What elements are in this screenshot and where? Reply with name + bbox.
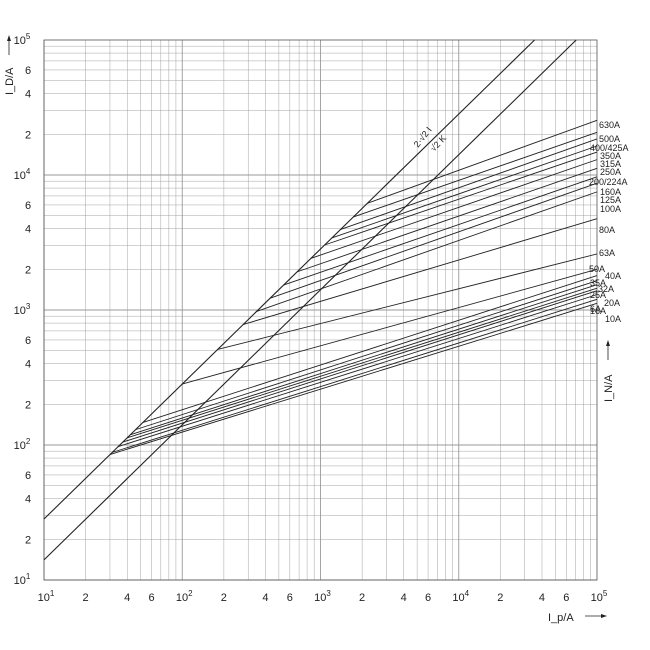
grid — [43, 40, 597, 581]
reference-line-0 — [43, 39, 535, 520]
series-line-160a — [283, 176, 598, 286]
curve-label: 200/224A — [589, 177, 628, 187]
reference-lines — [43, 39, 577, 561]
x-tick-label: 6 — [149, 592, 155, 604]
right-axis-arrow — [606, 340, 610, 360]
x-tick-label: 4 — [401, 592, 407, 604]
series-line-63a — [217, 253, 598, 350]
y-axis-label-text: I_D/A — [4, 67, 16, 95]
x-tick-label: 4 — [539, 592, 545, 604]
curve-label: 6A — [590, 304, 601, 314]
y-tick-label: 4 — [25, 359, 31, 371]
x-tick-label: 2 — [497, 592, 503, 604]
series-line-35a — [135, 280, 598, 431]
series-line-350a — [331, 145, 598, 239]
curve-label: 40A — [605, 271, 621, 281]
x-tick-label: 105 — [591, 589, 608, 604]
x-tick-label: 102 — [176, 589, 193, 604]
series-line-100a — [256, 191, 598, 312]
curve-labels: 630A 500A400/425A350A315A250A200/224A160A… — [589, 120, 629, 324]
y-tick-label: 4 — [25, 89, 31, 101]
x-axis-label-text: I_p/A — [548, 612, 574, 624]
series-line-630a — [367, 119, 598, 204]
x-tick-label: 6 — [287, 592, 293, 604]
curve-label: 250A — [600, 167, 621, 177]
y-tick-label: 6 — [25, 65, 31, 77]
series-line-250a — [310, 159, 598, 259]
x-tick-label: 2 — [359, 592, 365, 604]
series-line-10a — [111, 298, 598, 453]
x-tick-label: 101 — [38, 589, 55, 604]
y-tick-label: 105 — [14, 32, 31, 47]
x-tick-labels: 101 2 4 6 102 2 4 6 103 2 4 6 104 2 4 6 105 — [38, 589, 608, 604]
y-tick-label: 6 — [25, 200, 31, 212]
y-axis-arrow — [7, 35, 11, 55]
x-tick-label: 4 — [124, 592, 130, 604]
series-line-400-425a — [340, 138, 598, 231]
series-line-315a — [324, 151, 598, 246]
curve-label: 80A — [599, 225, 615, 235]
series-line-25a — [127, 287, 598, 439]
series-line-20a — [122, 290, 598, 443]
curve-label: 20A — [604, 298, 620, 308]
x-tick-label: 103 — [314, 589, 331, 604]
series-line-80a — [242, 218, 598, 325]
series-line-500a — [353, 131, 598, 218]
y-tick-label: 102 — [14, 437, 31, 452]
y-tick-label: 2 — [25, 264, 31, 276]
series-lines — [109, 119, 598, 455]
curve-label: 125A — [600, 195, 621, 205]
y-tick-label: 2 — [25, 534, 31, 546]
curve-label: 350A — [600, 151, 621, 161]
series-line-50a — [182, 268, 598, 385]
curve-label: 10A — [605, 314, 621, 324]
series-line-125a — [269, 182, 598, 299]
curve-label: 32A — [598, 284, 614, 294]
x-tick-label: 2 — [83, 592, 89, 604]
y-tick-label: 2 — [25, 129, 31, 141]
reference-line-1 — [43, 39, 577, 561]
y-tick-label: 4 — [25, 224, 31, 236]
curve-label: 25A — [590, 290, 606, 300]
x-tick-label: 2 — [221, 592, 227, 604]
curve-label: 16A — [590, 306, 606, 316]
y-tick-label: 4 — [25, 494, 31, 506]
y-tick-label: 6 — [25, 335, 31, 347]
curve-label: 160A — [600, 187, 621, 197]
y-tick-label: 104 — [14, 167, 31, 182]
curve-label: 500A — [599, 134, 620, 144]
right-axis-label-text: I_N/A — [603, 374, 615, 402]
curve-label: 100A — [600, 204, 621, 214]
y-tick-label: 101 — [14, 572, 31, 587]
right-axis-label: I_N/A — [603, 374, 615, 402]
x-axis-arrow — [585, 614, 607, 618]
curve-label: 630A — [599, 120, 620, 130]
series-line-32a — [130, 284, 598, 436]
series-line-200-224a — [297, 167, 598, 273]
curve-label: 315A — [600, 159, 621, 169]
series-line-6a — [109, 302, 598, 455]
y-tick-label: 103 — [14, 302, 31, 317]
series-line-40a — [142, 275, 598, 423]
curve-label: 63A — [599, 248, 615, 258]
y-tick-labels: 101 2 4 6 102 2 4 6 103 2 4 6 104 2 4 6 105 — [14, 32, 31, 587]
y-tick-label: 6 — [25, 470, 31, 482]
curve-label: 50A — [589, 264, 605, 274]
curve-label: 35A — [590, 278, 606, 288]
x-tick-label: 6 — [563, 592, 569, 604]
x-tick-label: 104 — [452, 589, 469, 604]
y-tick-label: 2 — [25, 399, 31, 411]
x-tick-label: 4 — [262, 592, 268, 604]
plot-frame — [43, 39, 598, 581]
y-axis-label: I_D/A — [4, 67, 16, 95]
x-tick-label: 6 — [425, 592, 431, 604]
curve-label: 400/425A — [590, 143, 629, 153]
series-line-16a — [117, 294, 598, 448]
